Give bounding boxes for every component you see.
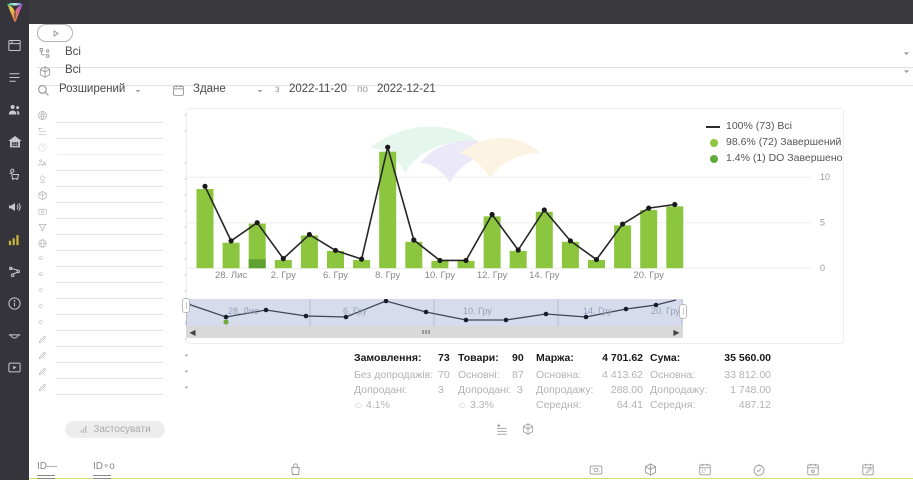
svg-text:0: 0 bbox=[820, 263, 825, 273]
svg-text:M: M bbox=[39, 273, 41, 276]
svg-text:10: 10 bbox=[820, 172, 830, 182]
svg-text:T: T bbox=[40, 289, 42, 292]
svg-text:C: C bbox=[39, 322, 41, 324]
svg-text:S: S bbox=[39, 257, 41, 260]
svg-text:17: 17 bbox=[701, 468, 707, 473]
svg-text:4: 4 bbox=[43, 388, 45, 392]
svg-text:1: 1 bbox=[43, 340, 45, 344]
svg-text:C: C bbox=[39, 306, 41, 308]
svg-text:2: 2 bbox=[43, 356, 45, 360]
svg-text:5: 5 bbox=[820, 218, 825, 228]
svg-text:3: 3 bbox=[43, 372, 45, 376]
